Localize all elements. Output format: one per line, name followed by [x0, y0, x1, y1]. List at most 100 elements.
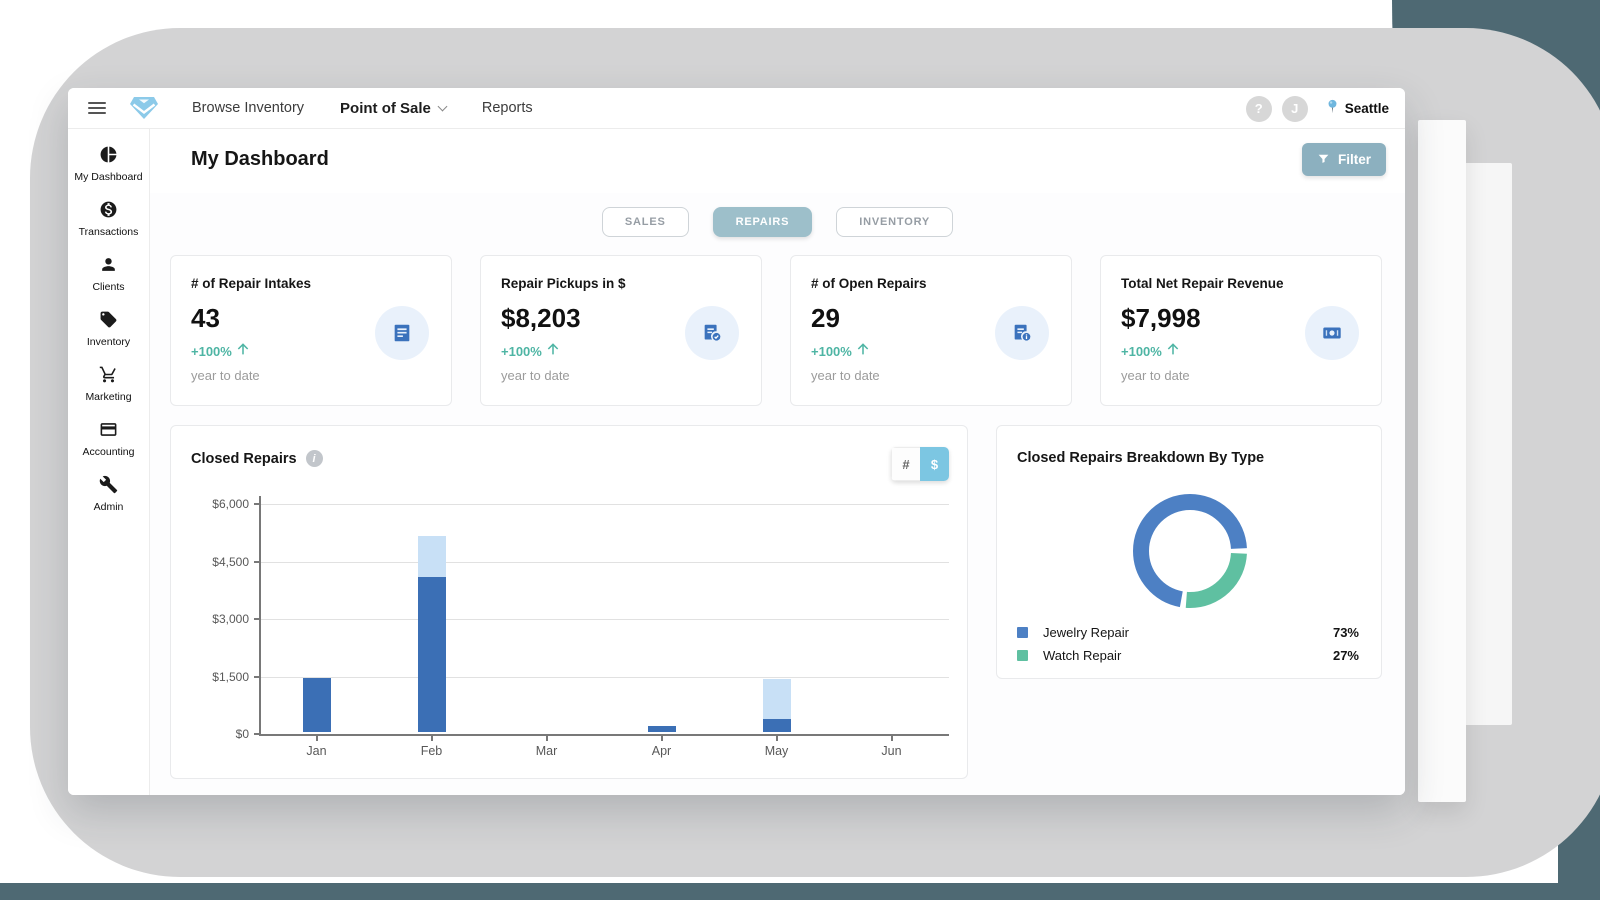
breakdown-legend: Jewelry Repair 73% Watch Repair 27%: [1017, 621, 1359, 667]
stat-card-period: year to date: [1121, 368, 1190, 383]
toggle-currency-button[interactable]: $: [920, 447, 949, 481]
sidebar-item-label: Inventory: [86, 336, 131, 349]
tab-inventory[interactable]: INVENTORY: [836, 207, 954, 237]
backdrop-slate-bottom-strip: [0, 883, 1600, 900]
trend-up-arrow-icon: [545, 341, 561, 362]
x-axis-tick-label: May: [764, 744, 789, 758]
x-tick-mark: [545, 736, 548, 741]
pin-icon: [1324, 98, 1341, 120]
bar-feb[interactable]: [417, 535, 446, 732]
stat-card-value: 43: [191, 303, 220, 333]
bar-segment-closed-repairs-light: [762, 679, 791, 719]
legend-percentage: 27%: [1332, 648, 1359, 663]
person-icon: [99, 255, 118, 279]
x-tick-mark: [660, 736, 663, 741]
app-window: Browse Inventory Point of Sale Reports ?…: [68, 88, 1405, 795]
gridline: [259, 619, 949, 620]
bar-jan[interactable]: [302, 678, 331, 732]
stat-card-change: +100%: [1121, 341, 1361, 362]
sidebar-item-marketing[interactable]: Marketing: [68, 357, 149, 412]
breakdown-card: Closed Repairs Breakdown By Type Jewelry…: [996, 425, 1382, 679]
doc-info-icon: [995, 306, 1049, 360]
tab-repairs[interactable]: REPAIRS: [712, 207, 813, 237]
stat-change-label: +100%: [811, 344, 852, 359]
legend-row-jewelry-repair[interactable]: Jewelry Repair 73%: [1017, 621, 1359, 644]
donut-slice-jewelry-repair[interactable]: [1133, 494, 1247, 608]
bar-chart-plot: $0 $1,500 $3,000 $4,500 $6,000 Jan Feb Mar Apr Ma…: [171, 426, 967, 778]
info-icon[interactable]: i: [305, 450, 323, 467]
help-button[interactable]: ?: [1245, 95, 1272, 122]
trend-up-arrow-icon: [235, 341, 251, 362]
x-axis-line: [259, 734, 949, 736]
bar-segment-closed-repairs-dark: [302, 678, 331, 732]
sidebar-item-my-dashboard[interactable]: My Dashboard: [68, 137, 149, 192]
stat-card-title: Total Net Repair Revenue: [1121, 276, 1284, 291]
stat-cards-row: # of Repair Intakes 43 +100% year to date Re…: [170, 255, 1382, 406]
stat-card-change: +100%: [501, 341, 741, 362]
nav-browse-inventory[interactable]: Browse Inventory: [192, 100, 305, 116]
donut-chart: [1125, 486, 1255, 616]
doc-check-icon: [685, 306, 739, 360]
legend-swatch: [1017, 650, 1028, 661]
stat-card-title: Repair Pickups in $: [501, 276, 626, 291]
bar-segment-closed-repairs-light: [417, 535, 446, 577]
nav-point-of-sale[interactable]: Point of Sale: [340, 100, 448, 117]
trend-up-arrow-icon: [855, 341, 871, 362]
y-tick-mark: [254, 675, 259, 678]
bar-may[interactable]: [762, 679, 791, 732]
y-axis-tick-label: $6,000: [212, 497, 249, 511]
toggle-count-button[interactable]: #: [891, 447, 920, 481]
stat-card-change: +100%: [811, 341, 1051, 362]
x-tick-mark: [430, 736, 433, 741]
sidebar-item-label: My Dashboard: [74, 171, 143, 184]
y-axis-tick-label: $4,500: [212, 554, 249, 569]
location-label: Seattle: [1344, 101, 1389, 116]
cart-icon: [99, 365, 118, 389]
sidebar-item-label: Admin: [93, 501, 124, 514]
stat-change-label: +100%: [501, 344, 542, 359]
bar-apr[interactable]: [647, 726, 676, 732]
stat-card: # of Open Repairs 29 +100% year to date: [790, 255, 1072, 406]
sidebar-item-transactions[interactable]: Transactions: [68, 192, 149, 247]
y-tick-mark: [254, 733, 259, 735]
main-content: My Dashboard Filter SALES REPAIRS INVENT…: [150, 129, 1405, 795]
stat-change-label: +100%: [191, 344, 232, 359]
stat-card: Repair Pickups in $ $8,203 +100% year to da…: [480, 255, 762, 406]
x-axis-tick-label: Mar: [535, 744, 558, 758]
y-tick-mark: [254, 618, 259, 620]
repair-intake-doc-icon: [375, 306, 429, 360]
tab-sales[interactable]: SALES: [601, 207, 689, 237]
avatar[interactable]: J: [1281, 95, 1308, 122]
donut-slice-watch-repair[interactable]: [1133, 494, 1247, 608]
card-icon: [99, 420, 118, 444]
stat-card-period: year to date: [501, 368, 570, 383]
legend-row-watch-repair[interactable]: Watch Repair 27%: [1017, 644, 1359, 667]
y-tick-mark: [254, 560, 259, 563]
sidebar-item-accounting[interactable]: Accounting: [68, 412, 149, 467]
stat-card-title: # of Repair Intakes: [191, 276, 312, 291]
stat-card: # of Repair Intakes 43 +100% year to date: [170, 255, 452, 406]
sidebar: My Dashboard Transactions Clients Inventory…: [68, 129, 150, 795]
stat-card-title: # of Open Repairs: [811, 276, 927, 291]
stat-card-value: $8,203: [501, 303, 581, 333]
closed-repairs-chart-card: Closed Repairs i # $ $0 $1,500 $3,000 $4,50…: [170, 425, 968, 779]
sidebar-item-inventory[interactable]: Inventory: [68, 302, 149, 357]
breakdown-title: Closed Repairs Breakdown By Type: [1017, 450, 1265, 466]
nav-reports[interactable]: Reports: [481, 100, 533, 116]
tag-icon: [99, 310, 118, 334]
gem-logo-icon[interactable]: [130, 95, 158, 121]
legend-label: Watch Repair: [1043, 648, 1122, 663]
sidebar-item-admin[interactable]: Admin: [68, 467, 149, 522]
stat-card-value: 29: [811, 303, 840, 333]
stat-card: Total Net Repair Revenue $7,998 +100% year …: [1100, 255, 1382, 406]
dollar-coin-icon: [99, 200, 118, 224]
filter-button[interactable]: Filter: [1301, 143, 1386, 176]
sidebar-item-clients[interactable]: Clients: [68, 247, 149, 302]
page-header: My Dashboard Filter: [150, 129, 1405, 193]
menu-icon[interactable]: [88, 99, 106, 117]
bar-segment-closed-repairs-dark: [417, 576, 446, 732]
y-tick-mark: [254, 503, 259, 505]
y-axis-line: [259, 496, 261, 736]
location-selector[interactable]: Seattle: [1324, 98, 1389, 120]
stat-card-value: $7,998: [1121, 303, 1201, 333]
